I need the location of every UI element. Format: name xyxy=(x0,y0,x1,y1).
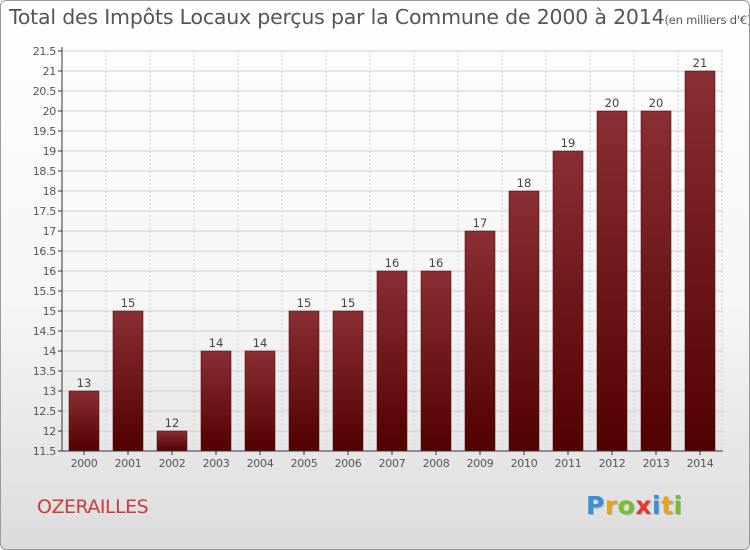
y-tick-label: 20 xyxy=(43,105,57,118)
y-tick-label: 15.5 xyxy=(33,285,57,298)
chart-unit: (en milliers d'€) xyxy=(664,13,750,27)
y-tick-label: 18 xyxy=(43,185,57,198)
bar-2011[interactable] xyxy=(552,150,584,452)
data-label-2012: 20 xyxy=(605,96,620,110)
data-label-2001: 15 xyxy=(121,296,136,310)
logo-letter: i xyxy=(652,491,662,520)
data-label-2005: 15 xyxy=(297,296,312,310)
commune-name: OZERAILLES xyxy=(37,496,149,518)
bar-2010[interactable] xyxy=(508,190,540,452)
x-tick-label-2011: 2011 xyxy=(555,457,582,470)
logo-letter: o xyxy=(617,491,636,520)
data-label-2011: 19 xyxy=(561,136,576,150)
y-tick-label: 14 xyxy=(43,345,57,358)
bar-series xyxy=(68,70,716,452)
x-tick-label-2012: 2012 xyxy=(599,457,626,470)
bar-2009[interactable] xyxy=(464,230,496,452)
x-tick-label-2014: 2014 xyxy=(687,457,714,470)
bar-2006[interactable] xyxy=(332,310,364,452)
x-tick-label-2013: 2013 xyxy=(643,457,670,470)
y-tick-label: 19.5 xyxy=(33,125,57,138)
x-tick-label-2009: 2009 xyxy=(467,457,494,470)
data-label-2007: 16 xyxy=(385,256,400,270)
y-tick-label: 16.5 xyxy=(33,245,57,258)
bar-2014[interactable] xyxy=(684,70,716,452)
chart-labels: 11.5 12 12.5 13 13.5 14 14.5 15 15.5 16 16.5 17 17.5… xyxy=(33,45,714,470)
x-tick-label-2000: 2000 xyxy=(71,457,98,470)
data-label-2014: 21 xyxy=(693,56,708,70)
y-tick-label: 17.5 xyxy=(33,205,57,218)
data-label-2013: 20 xyxy=(649,96,664,110)
y-tick-label: 18.5 xyxy=(33,165,57,178)
x-tick-label-2008: 2008 xyxy=(423,457,450,470)
bar-2003[interactable] xyxy=(200,350,232,452)
data-label-2009: 17 xyxy=(473,216,488,230)
chart-title: Total des Impôts Locaux perçus par la Co… xyxy=(9,5,750,29)
y-tick-label: 14.5 xyxy=(33,325,57,338)
x-tick-label-2001: 2001 xyxy=(115,457,142,470)
logo-letter: x xyxy=(635,491,652,520)
y-tick-label: 16 xyxy=(43,265,57,278)
data-label-2003: 14 xyxy=(209,336,224,350)
y-tick-label: 12 xyxy=(43,425,56,438)
data-label-2002: 12 xyxy=(165,416,180,430)
bar-2013[interactable] xyxy=(640,110,672,452)
bar-2000[interactable] xyxy=(68,390,100,452)
logo-letter: i xyxy=(673,491,683,520)
logo-letter: t xyxy=(661,491,674,520)
bar-2004[interactable] xyxy=(244,350,276,452)
x-tick-label-2005: 2005 xyxy=(291,457,318,470)
axes xyxy=(58,47,723,455)
x-tick-label-2003: 2003 xyxy=(203,457,230,470)
y-tick-label: 12.5 xyxy=(33,405,57,418)
y-tick-label: 19 xyxy=(43,145,57,158)
data-label-2006: 15 xyxy=(341,296,356,310)
data-label-2004: 14 xyxy=(253,336,268,350)
x-tick-label-2010: 2010 xyxy=(511,457,538,470)
y-tick-label: 17 xyxy=(43,225,57,238)
bar-2012[interactable] xyxy=(596,110,628,452)
bar-2008[interactable] xyxy=(420,270,452,452)
logo-letter: r xyxy=(604,491,618,520)
y-tick-label: 11.5 xyxy=(33,445,57,458)
y-tick-label: 13.5 xyxy=(33,365,57,378)
x-tick-label-2007: 2007 xyxy=(379,457,406,470)
data-label-2000: 13 xyxy=(77,376,92,390)
data-label-2008: 16 xyxy=(429,256,444,270)
x-tick-label-2004: 2004 xyxy=(247,457,274,470)
bar-2007[interactable] xyxy=(376,270,408,452)
chart-title-text: Total des Impôts Locaux perçus par la Co… xyxy=(9,5,665,29)
bar-2001[interactable] xyxy=(112,310,144,452)
y-tick-label: 15 xyxy=(43,305,57,318)
x-tick-label-2006: 2006 xyxy=(335,457,362,470)
y-tick-label: 20.5 xyxy=(33,85,57,98)
logo-letter: P xyxy=(586,491,605,520)
bar-2005[interactable] xyxy=(288,310,320,452)
bar-2002[interactable] xyxy=(156,430,188,452)
x-tick-label-2002: 2002 xyxy=(159,457,186,470)
y-tick-label: 21 xyxy=(43,65,56,78)
proxiti-logo[interactable]: Proxiti xyxy=(586,491,683,520)
y-tick-label: 21.5 xyxy=(33,45,57,58)
y-tick-label: 13 xyxy=(43,385,57,398)
data-label-2010: 18 xyxy=(517,176,532,190)
